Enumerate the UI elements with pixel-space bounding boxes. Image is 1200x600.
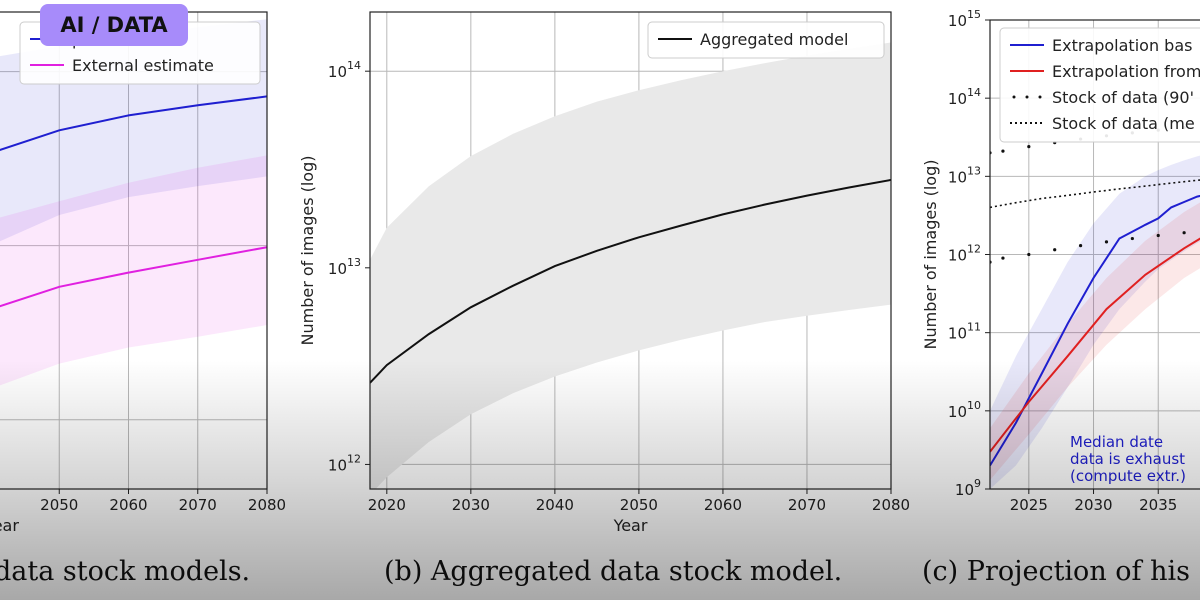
uncertainty-band-b-0 [370,42,891,489]
x-tick-label: 2040 [536,496,574,514]
stock-dot-low [1182,231,1186,235]
exhaustion-annotation: data is exhaust [1070,450,1185,468]
stock-dot-low [1027,252,1031,257]
stock-dot-low [1001,256,1005,260]
legend-swatch [1038,95,1042,99]
series-line-c-3 [990,179,1200,209]
legend-swatch [1025,95,1029,99]
y-tick-label: 1015 [948,8,981,30]
legend-label: Extrapolation bas [1052,36,1192,55]
x-tick-label: 2070 [788,496,826,514]
y-tick-label: 1012 [948,243,981,265]
x-tick-label: 2070 [179,496,217,514]
x-tick-label: 2080 [248,496,286,514]
y-tick-label: 1011 [948,321,981,343]
x-tick-label: 2025 [1010,496,1048,514]
legend-label: Stock of data (90' [1052,88,1194,107]
panel-b: 2020 2030 2040 2050 2060 2070 2080 1012 1013 1014… [298,11,910,535]
y-tick-label: 1012 [328,452,361,474]
series-line-b-0 [370,178,891,384]
category-badge: AI / DATA [40,4,188,46]
x-axis-label: Year [0,516,19,535]
plot-area-c [990,126,1200,489]
y-tick-label: 1014 [948,86,981,108]
legend-label: Stock of data (me [1052,114,1195,133]
x-tick-label: 2030 [452,496,490,514]
stock-dot-low [1078,243,1083,248]
caption-a: data stock models. [0,556,251,587]
uncertainty-band-c-1 [990,202,1200,481]
legend-box-b [647,21,885,59]
stock-dot-low [1104,240,1109,244]
x-tick-label: 2050 [620,496,658,514]
legend-label: Aggregated model [700,30,848,49]
caption-c: (c) Projection of his [922,556,1190,587]
panel-a: 2050206020702080YearplatformsExternal es… [0,11,286,535]
x-tick-label: 2020 [368,496,406,514]
stock-dot-low [1053,248,1057,252]
y-tick-label: 1013 [948,164,981,186]
plot-area-b [370,42,891,489]
stock-dot-high [1027,145,1031,149]
legend-label: External estimate [72,56,214,75]
exhaustion-annotation: Median date [1070,433,1163,451]
y-axis-label: Number of images (log) [921,160,940,350]
y-tick-label: 1010 [948,399,981,421]
series-line-a-0 [0,95,267,151]
x-tick-label: 2060 [704,496,742,514]
stock-dot-high [1001,149,1005,153]
series-line-a-1 [0,246,267,308]
legend-box-c [999,27,1200,143]
y-tick-label: 1013 [328,256,361,278]
series-line-c-1 [990,237,1200,453]
stock-dot-low [1156,233,1160,238]
legend-label: Extrapolation from [1052,62,1200,81]
x-axis-label: Year [613,516,648,535]
x-tick-label: 2030 [1074,496,1112,514]
uncertainty-band-a-1 [0,155,267,386]
axes-frame-b [369,11,892,490]
caption-b: (b) Aggregated data stock model. [384,556,843,587]
x-tick-label: 2060 [109,496,147,514]
series-line-c-0 [990,194,1200,467]
exhaustion-annotation: (compute extr.) [1070,467,1186,485]
x-tick-label: 2050 [40,496,78,514]
stock-dot-low [1130,236,1134,241]
panel-c: 2025 2030 2035 109 1010 1011 1012 1013 1014 1015 N… [921,8,1200,514]
y-tick-label: 109 [955,477,981,499]
x-tick-label: 2035 [1139,496,1177,514]
legend-swatch [1012,95,1016,99]
y-tick-label: 1014 [328,59,361,81]
y-axis-label: Number of images (log) [298,156,317,346]
x-tick-label: 2080 [872,496,910,514]
